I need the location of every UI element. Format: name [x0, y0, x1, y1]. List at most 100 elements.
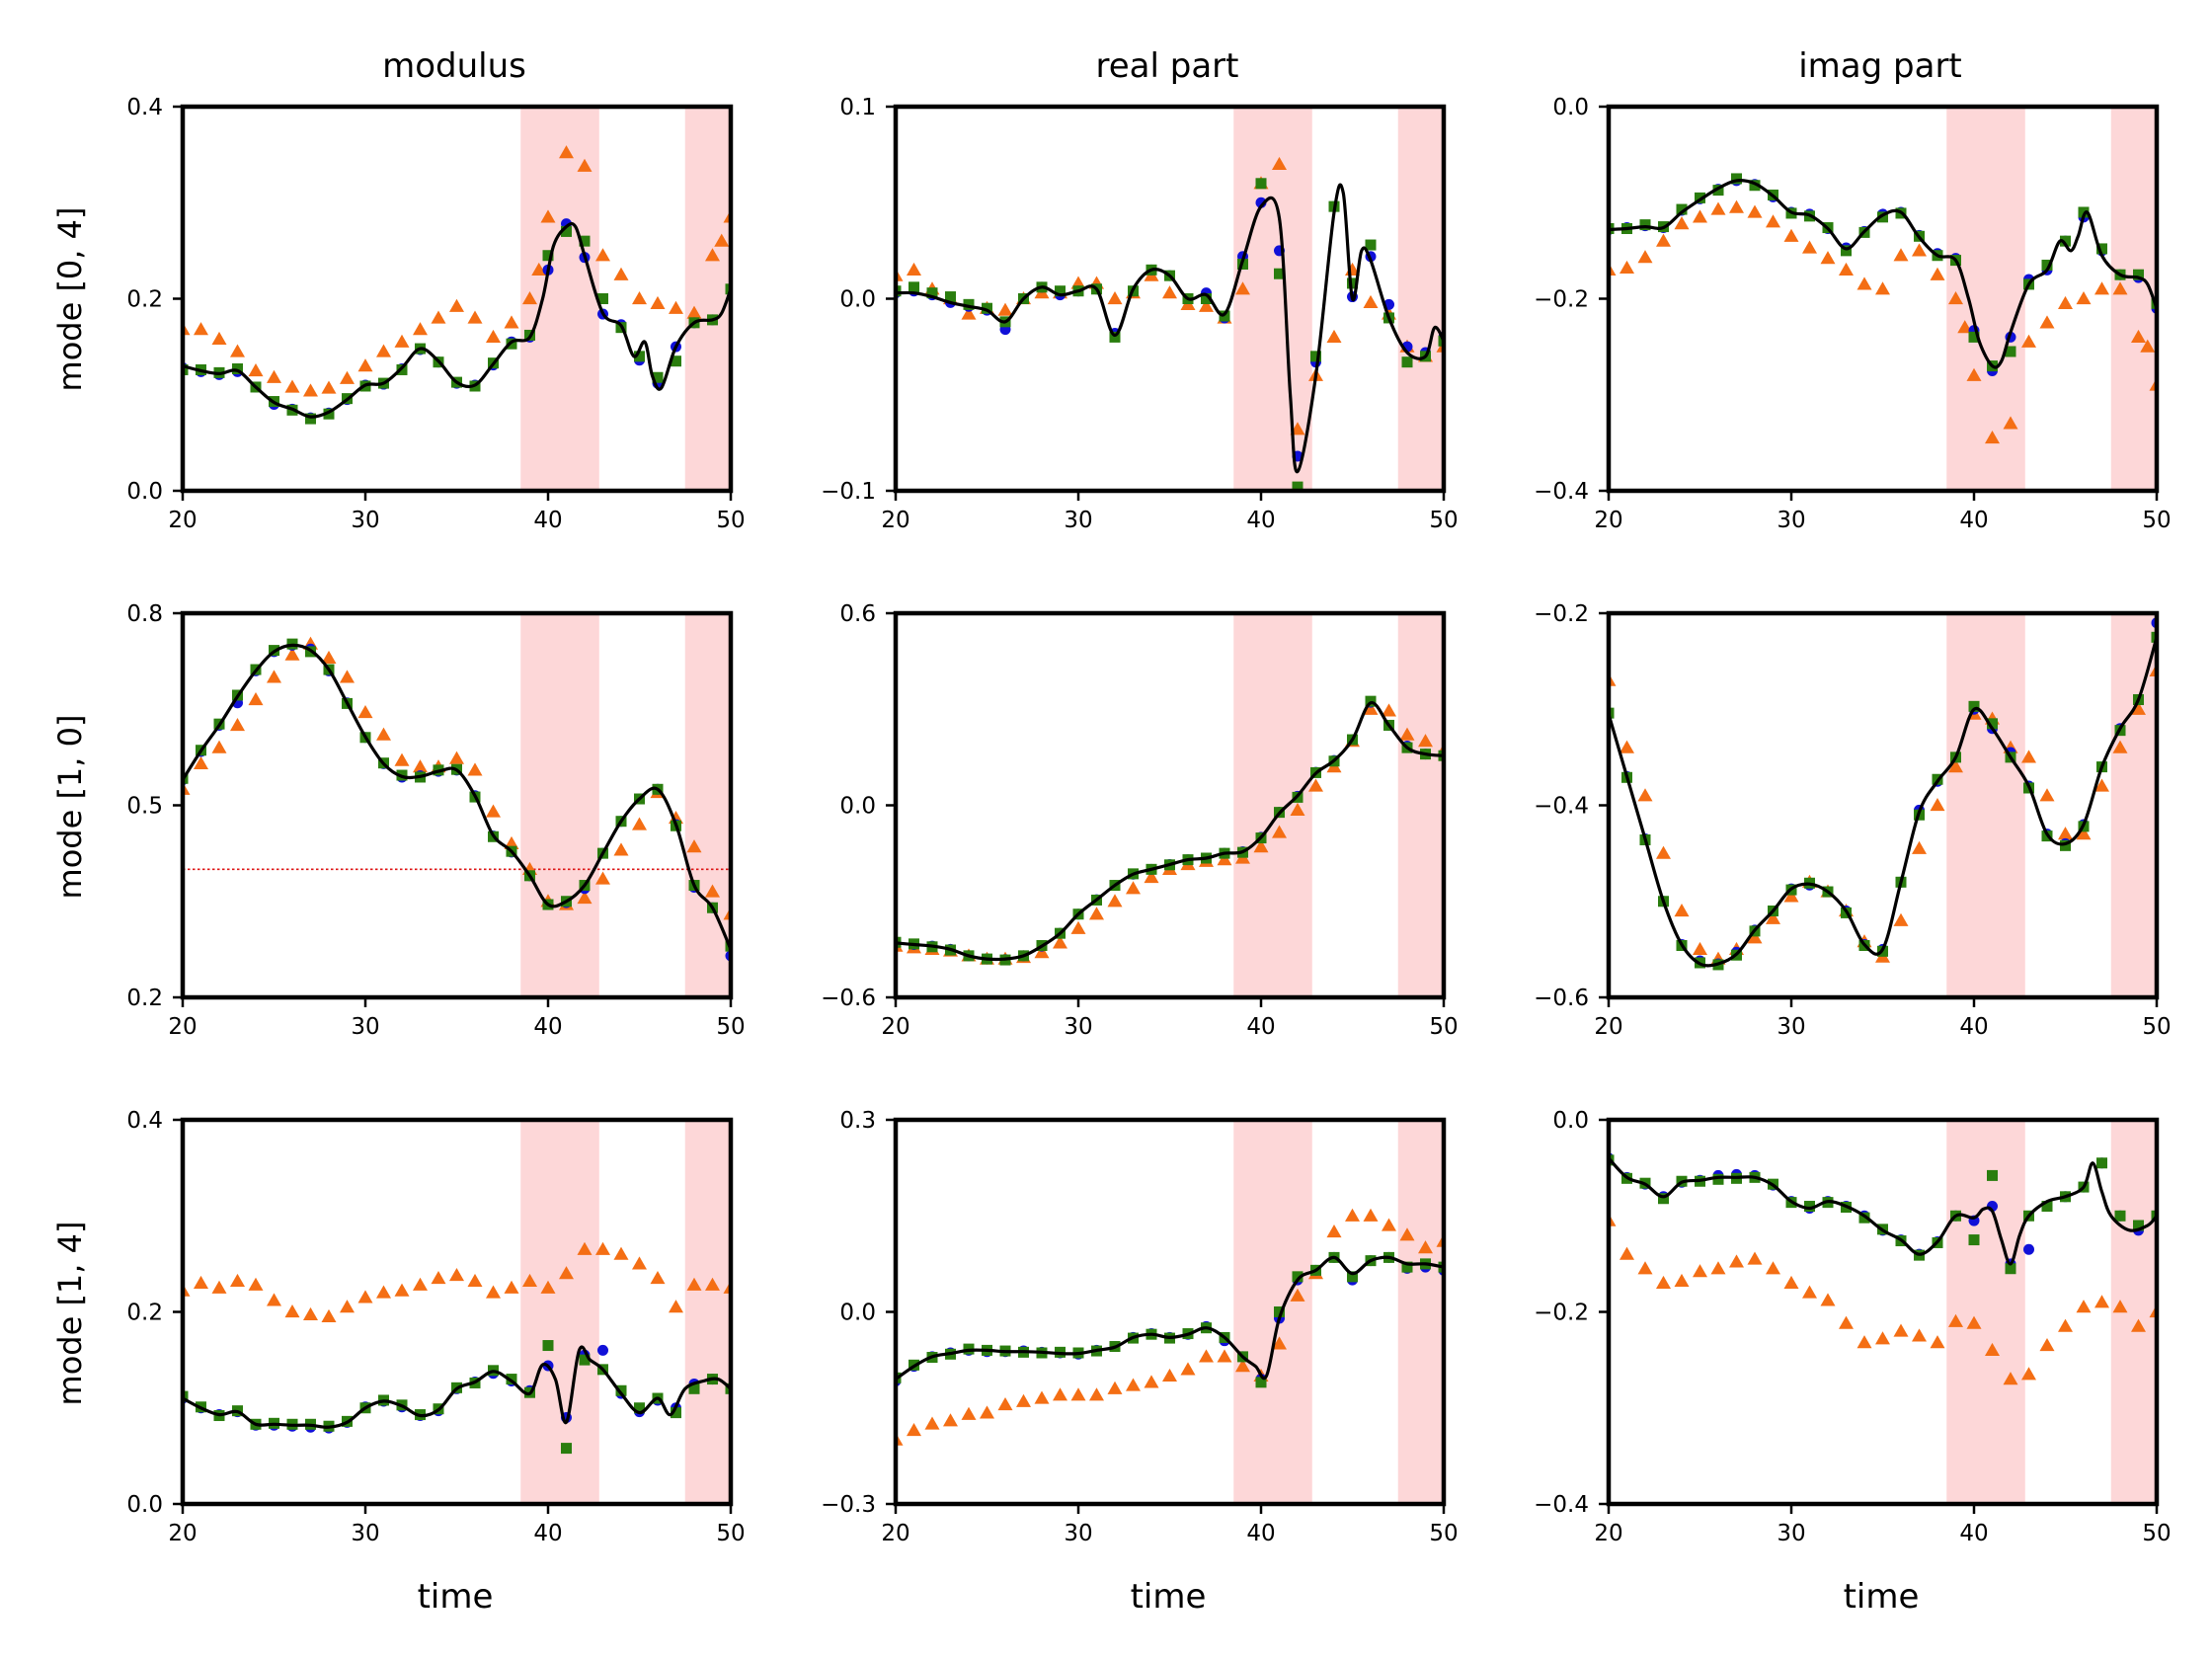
y-tick-label: −0.6: [1534, 986, 1589, 1011]
orange-triangle-point: [413, 322, 428, 336]
x-axis-label-col2: time: [1844, 1577, 1920, 1617]
orange-triangle-point: [321, 650, 337, 665]
orange-triangle-point: [321, 380, 337, 394]
orange-triangle-point: [230, 717, 245, 732]
orange-triangle-point: [1272, 1336, 1287, 1350]
green-square-point: [2005, 346, 2016, 357]
orange-triangle-point: [2131, 1318, 2146, 1332]
orange-triangle-point: [943, 1413, 958, 1427]
x-tick-label: 50: [1429, 1014, 1458, 1040]
orange-triangle-point: [997, 302, 1013, 316]
reference-line: [896, 1255, 1444, 1381]
green-square-point: [634, 1402, 645, 1414]
orange-triangle-point: [1070, 1387, 1086, 1401]
orange-triangle-point: [1418, 734, 1433, 748]
orange-triangle-point: [2112, 281, 2128, 295]
orange-triangle-point: [2003, 1372, 2018, 1385]
orange-triangle-point: [1766, 1261, 1780, 1275]
orange-triangle-point: [211, 740, 227, 753]
y-tick-label: 0.3: [839, 1108, 876, 1134]
green-square-point: [2060, 839, 2071, 851]
orange-triangle-point: [2131, 701, 2146, 715]
orange-triangle-point: [1957, 320, 1973, 334]
orange-triangle-point: [1637, 250, 1653, 264]
orange-triangle-point: [1893, 1323, 1909, 1337]
orange-triangle-point: [2003, 416, 2018, 430]
orange-triangle-point: [2076, 1300, 2092, 1313]
orange-triangle-point: [1034, 945, 1050, 959]
orange-triangle-point: [303, 1306, 318, 1321]
orange-triangle-point: [413, 1277, 428, 1291]
green-square-point: [1987, 1169, 1998, 1181]
green-square-point: [183, 1390, 189, 1402]
orange-triangle-point: [1912, 243, 1927, 257]
green-square-point: [1676, 203, 1688, 215]
shaded-interval-0: [1946, 613, 2025, 997]
orange-triangle-point: [632, 291, 647, 305]
x-tick-label: 20: [168, 1014, 197, 1040]
orange-triangle-point: [340, 670, 355, 683]
reference-line: [896, 183, 1444, 474]
orange-triangle-point: [1747, 204, 1763, 218]
y-tick-label: 0.5: [126, 794, 163, 820]
x-tick-label: 30: [1064, 1014, 1092, 1040]
orange-triangle-point: [1272, 156, 1287, 170]
orange-triangle-point: [2039, 315, 2055, 329]
orange-triangle-point: [1326, 329, 1342, 344]
green-square-point: [579, 1354, 591, 1366]
green-square-point: [232, 362, 243, 374]
orange-triangle-point: [997, 1397, 1013, 1411]
x-tick-label: 20: [1594, 1521, 1622, 1546]
orange-triangle-point: [431, 1270, 446, 1285]
orange-triangle-point: [980, 1405, 994, 1419]
orange-triangle-point: [1674, 216, 1690, 230]
green-square-point: [1804, 1201, 1815, 1213]
y-tick-label: −0.2: [1534, 601, 1589, 627]
orange-triangle-point: [431, 310, 446, 324]
orange-triangle-point: [1948, 759, 1963, 773]
orange-triangle-point: [1985, 431, 2000, 444]
x-tick-label: 50: [2142, 508, 2171, 533]
green-square-point: [305, 413, 316, 425]
green-square-point: [506, 1374, 517, 1385]
orange-triangle-point: [504, 315, 519, 329]
y-tick-label: 0.2: [126, 986, 163, 1011]
orange-triangle-point: [1272, 825, 1287, 838]
orange-triangle-point: [1235, 1359, 1250, 1373]
orange-triangle-point: [376, 344, 391, 357]
x-tick-label: 30: [1064, 1521, 1092, 1546]
y-tick-label: −0.4: [1534, 479, 1589, 505]
orange-triangle-point: [340, 1300, 355, 1313]
orange-triangle-point: [907, 1422, 921, 1437]
orange-triangle-point: [394, 1283, 410, 1297]
green-square-point: [1201, 293, 1212, 304]
green-square-point: [1292, 481, 1304, 491]
panel-r0-c2-plot-area: [1609, 107, 2157, 491]
orange-triangle-point: [613, 842, 629, 856]
orange-triangle-point: [1363, 1208, 1379, 1222]
y-tick-label: −0.3: [821, 1492, 876, 1518]
y-tick-label: −0.4: [1534, 794, 1589, 820]
green-square-point: [2005, 1263, 2016, 1275]
y-tick-label: 0.0: [839, 1301, 876, 1326]
orange-triangle-point: [577, 158, 592, 172]
panel-r1-c2-plot-area: [1609, 613, 2157, 997]
orange-triangle-point: [1162, 285, 1177, 299]
orange-triangle-point: [1802, 240, 1817, 254]
reference-line: [896, 701, 1444, 962]
green-square-point: [1274, 268, 1285, 279]
column-title-modulus: modulus: [382, 46, 526, 86]
x-tick-label: 30: [351, 508, 379, 533]
orange-triangle-point: [449, 750, 464, 764]
orange-triangle-point: [1363, 294, 1379, 309]
x-tick-label: 50: [716, 1014, 745, 1040]
orange-triangle-point: [522, 291, 537, 305]
green-square-point: [671, 356, 681, 367]
orange-triangle-point: [1363, 701, 1379, 715]
orange-triangle-point: [1053, 1387, 1067, 1401]
orange-triangle-point: [595, 1241, 610, 1255]
orange-triangle-point: [531, 262, 547, 276]
x-tick-label: 20: [881, 1014, 909, 1040]
shaded-interval-1: [1397, 1120, 1444, 1504]
orange-triangle-point: [394, 334, 410, 348]
